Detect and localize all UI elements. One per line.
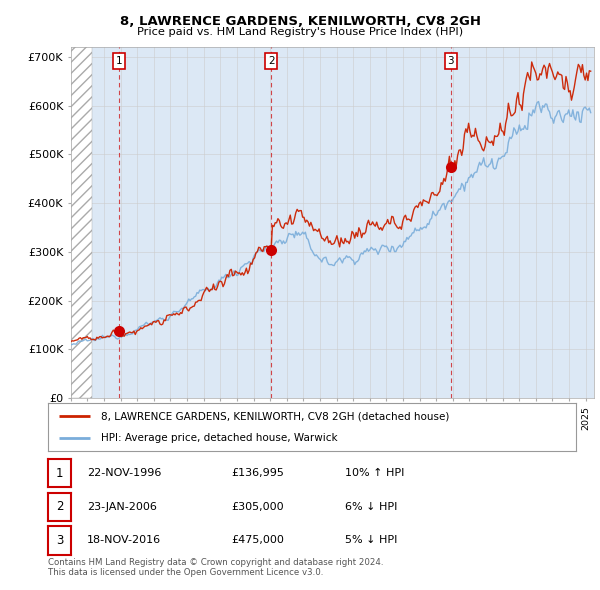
Text: 2: 2 — [56, 500, 63, 513]
Text: Price paid vs. HM Land Registry's House Price Index (HPI): Price paid vs. HM Land Registry's House … — [137, 27, 463, 37]
Text: 23-JAN-2006: 23-JAN-2006 — [87, 502, 157, 512]
Text: 8, LAWRENCE GARDENS, KENILWORTH, CV8 2GH (detached house): 8, LAWRENCE GARDENS, KENILWORTH, CV8 2GH… — [101, 411, 449, 421]
Text: 6% ↓ HPI: 6% ↓ HPI — [345, 502, 397, 512]
Text: 3: 3 — [56, 534, 63, 547]
Text: 1: 1 — [116, 56, 122, 66]
Text: £305,000: £305,000 — [231, 502, 284, 512]
Text: 2: 2 — [268, 56, 275, 66]
Text: This data is licensed under the Open Government Licence v3.0.: This data is licensed under the Open Gov… — [48, 568, 323, 577]
Text: 18-NOV-2016: 18-NOV-2016 — [87, 536, 161, 545]
Text: Contains HM Land Registry data © Crown copyright and database right 2024.: Contains HM Land Registry data © Crown c… — [48, 558, 383, 566]
Text: £475,000: £475,000 — [231, 536, 284, 545]
Text: HPI: Average price, detached house, Warwick: HPI: Average price, detached house, Warw… — [101, 433, 337, 443]
Text: £136,995: £136,995 — [231, 468, 284, 478]
Text: 1: 1 — [56, 467, 63, 480]
Text: 5% ↓ HPI: 5% ↓ HPI — [345, 536, 397, 545]
Text: 8, LAWRENCE GARDENS, KENILWORTH, CV8 2GH: 8, LAWRENCE GARDENS, KENILWORTH, CV8 2GH — [119, 15, 481, 28]
Bar — [71, 47, 92, 398]
Text: 22-NOV-1996: 22-NOV-1996 — [87, 468, 161, 478]
Text: 10% ↑ HPI: 10% ↑ HPI — [345, 468, 404, 478]
Text: 3: 3 — [448, 56, 454, 66]
